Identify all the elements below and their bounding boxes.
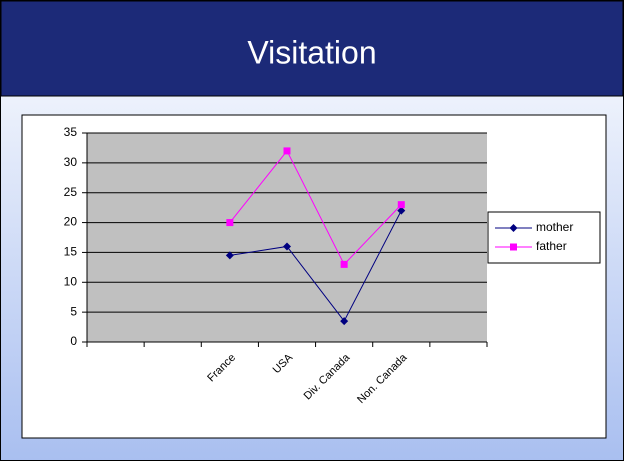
point: [283, 147, 291, 155]
y-tick-label: 0: [70, 334, 77, 348]
point: [225, 251, 234, 260]
legend-label: father: [536, 239, 567, 253]
point: [510, 243, 517, 251]
y-tick-label: 10: [64, 274, 78, 288]
legend-label: mother: [536, 220, 573, 234]
y-tick-label: 30: [64, 155, 78, 169]
point: [397, 206, 406, 215]
point: [283, 242, 291, 251]
y-tick-label: 20: [64, 215, 78, 229]
header: [0, 0, 624, 97]
y-tick-label: 5: [70, 304, 77, 318]
series-line: [229, 210, 402, 323]
series-line: [229, 149, 402, 266]
plot-area: [87, 133, 487, 342]
y-tick-label: 15: [64, 245, 78, 259]
y-tick-label: 35: [64, 125, 78, 139]
legend: [487, 211, 601, 264]
point: [397, 201, 405, 209]
point: [509, 224, 518, 232]
point: [340, 260, 348, 268]
slide-title: Visitation: [247, 34, 376, 70]
point: [340, 317, 349, 326]
y-tick-label: 25: [64, 185, 78, 199]
point: [226, 219, 234, 227]
